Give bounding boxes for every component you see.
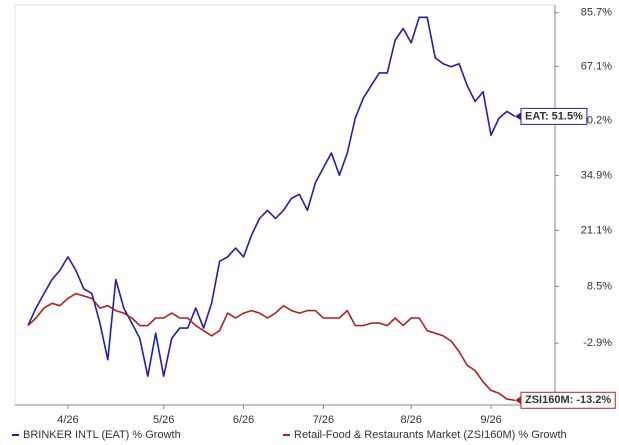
- legend-label: Retail-Food & Restaurants Market (ZSI160…: [294, 429, 567, 441]
- y-tick-label: 8.5%: [587, 280, 612, 292]
- plot-area: [14, 4, 556, 406]
- y-tick-label: 21.1%: [581, 224, 612, 236]
- x-tick-label: 7/26: [313, 414, 334, 426]
- end-label-text: ZSI160M: -13.2%: [525, 394, 611, 406]
- end-label-text: EAT: 51.5%: [525, 110, 583, 122]
- x-tick-label: 8/26: [401, 414, 422, 426]
- x-tick-label: 9/26: [480, 414, 501, 426]
- y-tick-label: 67.1%: [581, 60, 612, 72]
- x-tick-label: 4/26: [57, 414, 78, 426]
- y-tick-label: 85.7%: [581, 7, 612, 19]
- x-tick-label: 6/26: [233, 414, 254, 426]
- series-line: [27, 292, 516, 402]
- end-label-pointer: [515, 112, 521, 121]
- y-tick-label: 50.2%: [581, 115, 612, 127]
- end-label: ZSI160M: -13.2%: [515, 391, 616, 409]
- series-line: [27, 16, 516, 378]
- y-tick-label: 34.9%: [581, 169, 612, 181]
- end-label: EAT: 51.5%: [515, 107, 588, 125]
- end-label-pointer: [515, 396, 521, 405]
- x-tick-label: 5/26: [153, 414, 174, 426]
- legend-label: BRINKER INTL (EAT) % Growth: [23, 429, 181, 441]
- y-tick-label: -2.9%: [583, 337, 612, 349]
